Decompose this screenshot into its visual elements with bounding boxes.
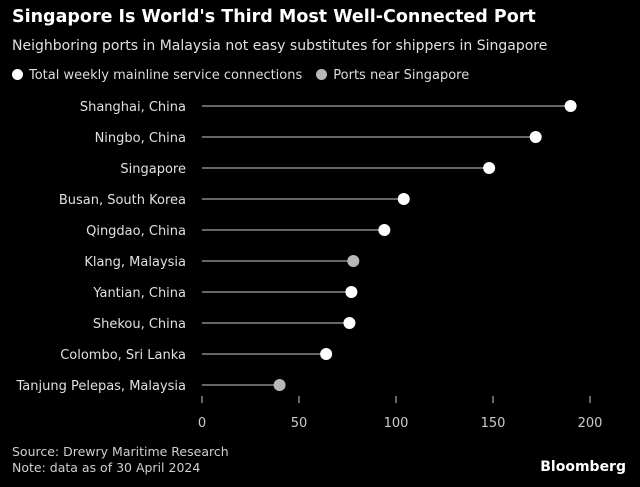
legend-label: Ports near Singapore	[333, 68, 470, 83]
category-label: Qingdao, China	[86, 224, 186, 239]
lollipop-dot	[397, 193, 410, 205]
category-label: Tanjung Pelepas, Malaysia	[15, 379, 186, 394]
category-label: Yantian, China	[92, 286, 186, 301]
lollipop-dot	[343, 317, 356, 329]
lollipop-dot	[483, 162, 496, 174]
footer: Source: Drewry Maritime Research Note: d…	[12, 444, 229, 476]
lollipop-dot	[378, 224, 391, 236]
category-label: Klang, Malaysia	[84, 255, 186, 270]
category-label: Ningbo, China	[95, 131, 186, 146]
x-tick-label: 50	[291, 416, 308, 431]
category-label: Shekou, China	[93, 317, 186, 332]
legend-item-total: Total weekly mainline service connection…	[12, 68, 302, 83]
lollipop-dot	[564, 100, 577, 112]
legend-marker-icon	[316, 69, 328, 80]
x-tick-label: 100	[384, 416, 409, 431]
category-label: Busan, South Korea	[59, 193, 186, 208]
chart-subtitle: Neighboring ports in Malaysia not easy s…	[12, 38, 548, 54]
x-tick-label: 200	[578, 416, 603, 431]
category-label: Shanghai, China	[80, 100, 186, 115]
legend-marker-icon	[12, 69, 23, 80]
note-text: Note: data as of 30 April 2024	[12, 460, 201, 475]
lollipop-dot	[345, 286, 358, 298]
lollipop-dot	[320, 348, 333, 360]
chart-title: Singapore Is World's Third Most Well-Con…	[12, 7, 536, 27]
category-label: Colombo, Sri Lanka	[60, 348, 186, 363]
lollipop-dot	[273, 379, 286, 391]
lollipop-dot	[529, 131, 542, 143]
legend-label: Total weekly mainline service connection…	[29, 68, 303, 83]
x-tick-label: 0	[198, 416, 206, 431]
x-tick-label: 150	[481, 416, 506, 431]
legend: Total weekly mainline service connection…	[12, 68, 469, 83]
bloomberg-logo: Bloomberg	[540, 459, 626, 475]
lollipop-dot	[347, 255, 360, 267]
legend-item-near: Ports near Singapore	[316, 68, 469, 83]
source-text: Source: Drewry Maritime Research	[12, 444, 229, 459]
category-label: Singapore	[120, 162, 186, 177]
